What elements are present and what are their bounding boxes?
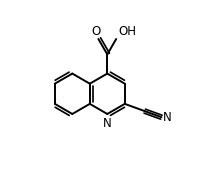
Text: OH: OH <box>118 25 136 38</box>
Text: O: O <box>92 25 101 38</box>
Text: N: N <box>103 117 112 130</box>
Text: N: N <box>163 111 172 124</box>
